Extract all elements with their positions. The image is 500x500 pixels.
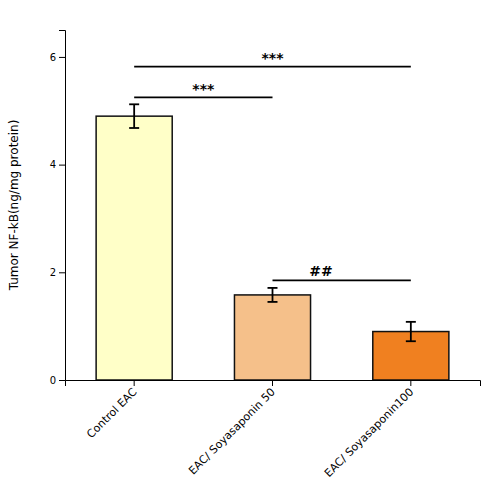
error-bar-cap <box>129 103 139 105</box>
marks <box>96 67 449 380</box>
chart: *** *** ## 0 2 4 6 Control EAC EAC/ Soyasaponin … <box>0 0 500 500</box>
error-bar-cap <box>129 127 139 129</box>
bar <box>96 116 172 380</box>
x-tick-mark <box>272 380 273 386</box>
x-tick-mark <box>134 380 135 386</box>
x-axis-line <box>66 381 481 387</box>
significance-line <box>134 66 411 68</box>
y-tick-mark <box>59 272 65 273</box>
error-bar-line <box>272 288 274 302</box>
y-tick: 4 <box>50 159 65 170</box>
x-tick-label: EAC/ Soyasaponin100 <box>322 386 416 480</box>
x-tick-mark <box>410 380 411 386</box>
error-bar-cap <box>268 301 278 303</box>
plot: *** *** ## 0 2 4 6 Control EAC EAC/ Soyasaponin … <box>50 31 481 480</box>
error-bar <box>406 322 416 341</box>
annotations: *** *** ## <box>192 50 332 279</box>
significance-line <box>134 96 272 98</box>
y-tick-label: 4 <box>50 159 56 170</box>
y-axis-line <box>59 31 66 381</box>
error-bar-cap <box>268 287 278 289</box>
error-bar <box>268 288 278 302</box>
y-tick-mark <box>59 165 65 166</box>
error-bar-line <box>410 322 412 341</box>
y-tick-label: 0 <box>50 375 56 386</box>
significance-label: *** <box>192 81 215 97</box>
y-tick: 2 <box>50 267 65 278</box>
x-axis: Control EAC EAC/ Soyasaponin 50 EAC/ Soyas… <box>66 380 481 480</box>
y-tick: 6 <box>50 52 65 63</box>
error-bar <box>129 104 139 128</box>
y-tick-mark <box>59 57 65 58</box>
bar <box>234 295 310 380</box>
y-tick-label: 2 <box>50 267 56 278</box>
error-bar-line <box>133 104 135 128</box>
x-tick-label: Control EAC <box>84 385 140 441</box>
y-tick-mark <box>59 380 65 381</box>
x-tick: EAC/ Soyasaponin 50 <box>186 380 278 477</box>
error-bar-cap <box>406 340 416 342</box>
x-tick-label: EAC/ Soyasaponin 50 <box>186 386 278 478</box>
error-bar-cap <box>406 321 416 323</box>
significance-line <box>273 279 411 281</box>
y-axis: 0 2 4 6 <box>50 31 66 386</box>
y-tick: 0 <box>50 375 65 386</box>
significance-label: *** <box>262 50 285 66</box>
y-axis-title: Tumor NF-kB(ng/mg protein) <box>7 120 21 292</box>
y-tick-label: 6 <box>50 52 56 63</box>
x-tick: EAC/ Soyasaponin100 <box>322 380 416 480</box>
x-tick: Control EAC <box>84 380 140 441</box>
significance-label: ## <box>309 263 332 279</box>
